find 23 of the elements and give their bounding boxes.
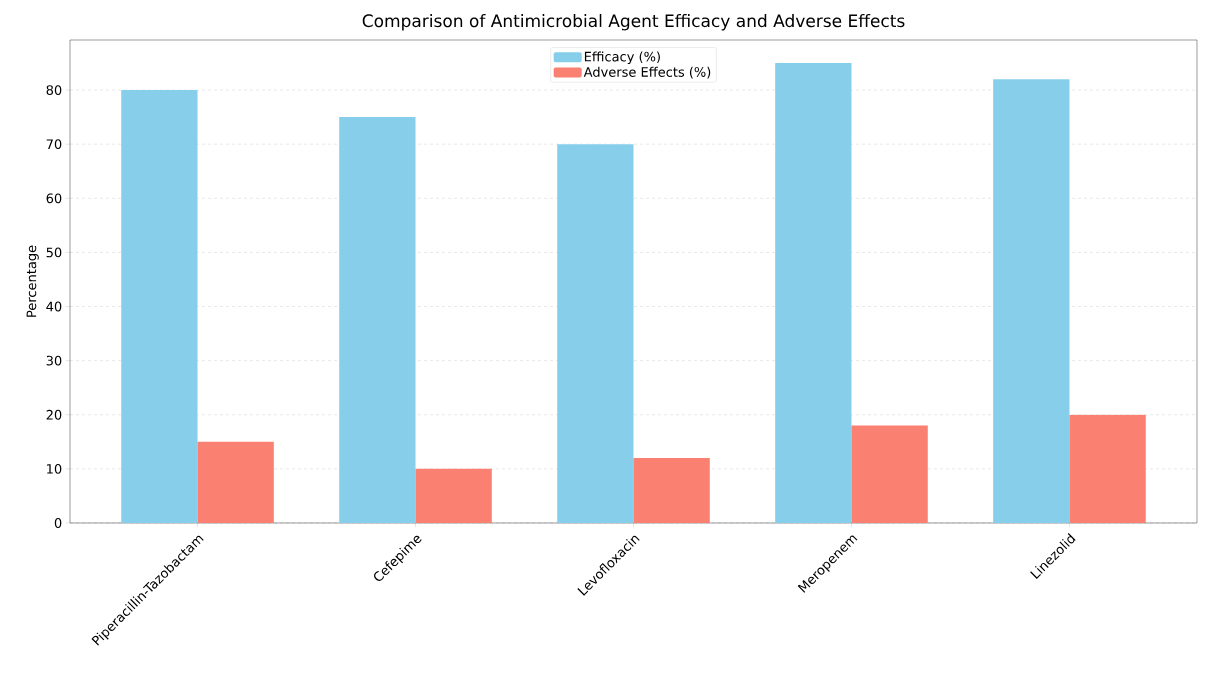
bar [339,117,416,523]
y-tick-label: 80 [46,85,62,95]
bar [633,458,710,523]
y-tick-label: 0 [54,518,62,528]
y-tick-label: 10 [47,463,62,474]
legend-label: Efficacy (%) [584,51,660,65]
bar [851,425,928,523]
bar [121,90,198,523]
y-tick-label: 30 [46,355,62,366]
bar [993,79,1070,523]
bar [557,144,634,523]
legend-label: Adverse Effects (%) [583,66,711,79]
y-tick-label: 40 [46,301,62,312]
chart-title: Comparison of Antimicrobial Agent Efficacy and Adverse Effects [362,14,905,31]
bar [1069,414,1146,523]
y-tick-label: 60 [46,193,62,204]
y-axis-title: Percentage [26,245,39,317]
y-tick-label: 50 [46,247,62,258]
y-tick-label: 70 [46,139,62,150]
bar [197,441,274,523]
y-tick-label: 20 [46,409,62,420]
bar [415,468,492,523]
bar [775,63,852,523]
